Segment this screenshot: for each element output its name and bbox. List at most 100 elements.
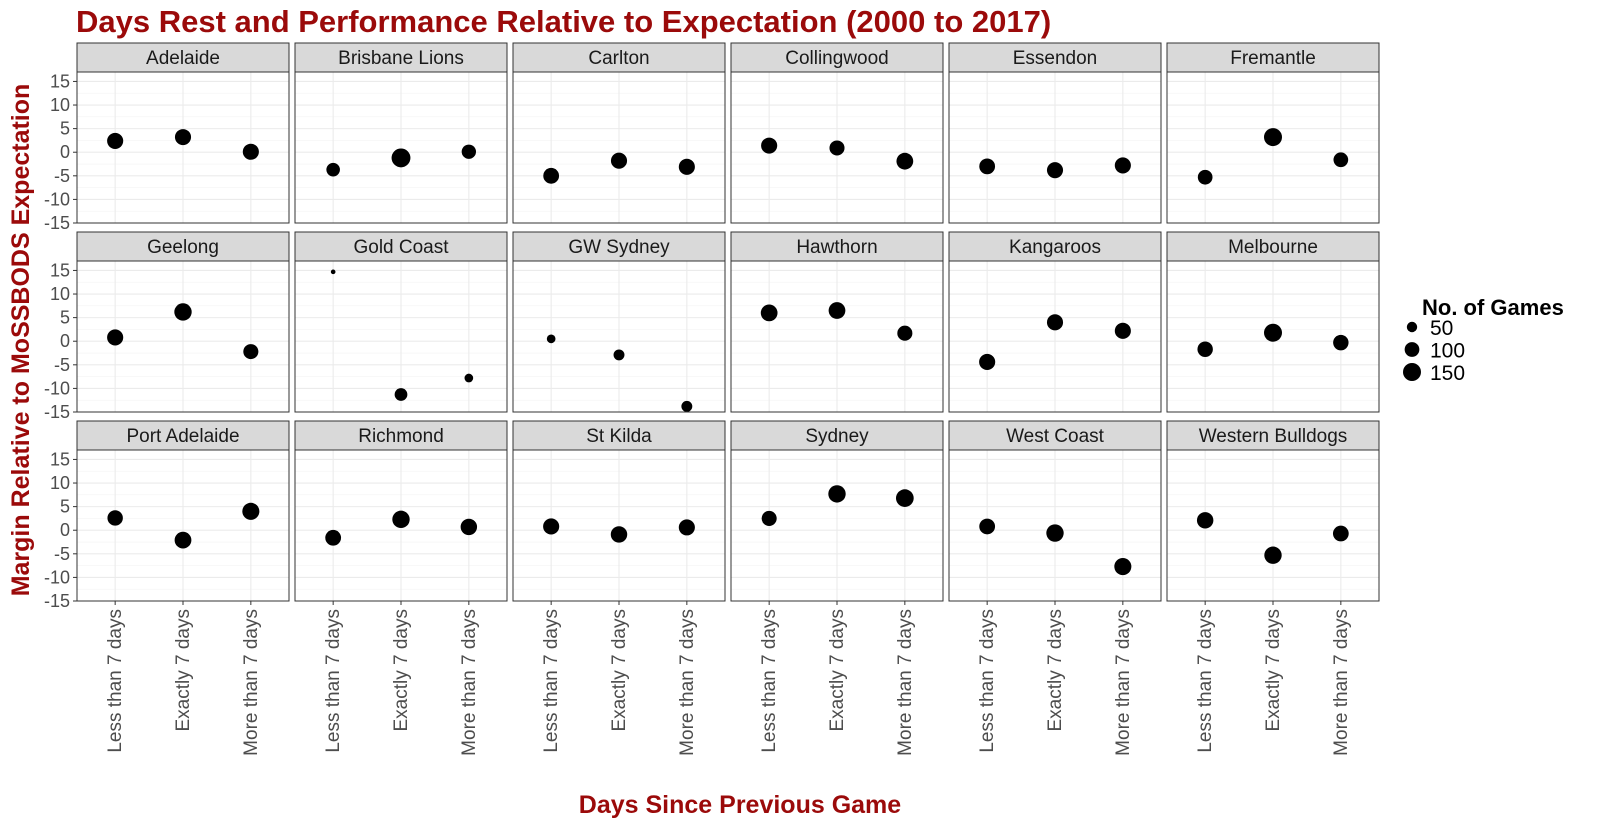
- legend-title: No. of Games: [1422, 295, 1564, 320]
- strip-background: [730, 42, 944, 73]
- x-tick-label: Less than 7 days: [323, 609, 344, 753]
- data-point-fremantle-3: [1333, 152, 1349, 168]
- y-axis-title: Margin Relative to MoSSBODS Expectation: [7, 84, 35, 597]
- panel-border: [512, 260, 726, 413]
- x-tick-label: More than 7 days: [677, 609, 698, 756]
- data-point-sydney-3: [895, 489, 914, 507]
- y-tick-label: -15: [44, 591, 70, 611]
- y-tick-label: 0: [60, 142, 70, 162]
- strip-background: [1166, 420, 1380, 451]
- x-tick-label: Less than 7 days: [977, 609, 998, 753]
- data-point-port-adelaide-2: [174, 531, 192, 549]
- x-tick-label: Exactly 7 days: [391, 609, 412, 732]
- data-point-melbourne-2: [1264, 323, 1282, 342]
- legend-key-100: [1404, 342, 1420, 357]
- data-point-richmond-1: [325, 529, 342, 546]
- legend-label: 150: [1430, 362, 1465, 385]
- strip-label: Fremantle: [1230, 48, 1316, 69]
- data-point-melbourne-3: [1333, 334, 1349, 351]
- x-tick-label: Exactly 7 days: [1045, 609, 1066, 732]
- data-point-essendon-2: [1046, 162, 1064, 179]
- strip-background: [730, 420, 944, 451]
- y-tick-label: 0: [60, 520, 70, 540]
- data-point-carlton-3: [678, 158, 695, 175]
- panel-brisbane-lions: Brisbane Lions: [294, 42, 508, 224]
- x-tick-label: Less than 7 days: [541, 609, 562, 753]
- x-tick-label: More than 7 days: [459, 609, 480, 756]
- panel-border: [948, 71, 1162, 224]
- panel-border: [294, 71, 508, 224]
- data-point-hawthorn-2: [828, 302, 846, 319]
- strip-label: Brisbane Lions: [338, 48, 464, 69]
- strip-label: Richmond: [358, 426, 444, 447]
- data-point-collingwood-3: [896, 152, 914, 170]
- x-tick-label: Exactly 7 days: [609, 609, 630, 732]
- data-point-essendon-1: [979, 158, 996, 175]
- data-point-port-adelaide-1: [107, 510, 123, 526]
- data-point-gw-sydney-3: [681, 400, 693, 412]
- panel-fremantle: Fremantle: [1166, 42, 1380, 224]
- facet-panels: Adelaide -15 -10 -5 0 5 10 15 Brisbane Lions Carl…: [44, 42, 1380, 756]
- panel-border: [730, 71, 944, 224]
- strip-label: Carlton: [588, 48, 649, 69]
- strip-background: [76, 42, 290, 73]
- strip-label: Geelong: [147, 237, 219, 258]
- panel-collingwood: Collingwood: [730, 42, 944, 224]
- data-point-gw-sydney-1: [546, 334, 556, 344]
- data-point-western-bulldogs-3: [1332, 525, 1349, 542]
- data-point-hawthorn-1: [760, 304, 778, 322]
- x-tick-label: More than 7 days: [241, 609, 262, 756]
- strip-label: West Coast: [1006, 426, 1105, 447]
- panel-western-bulldogs: Western Bulldogs: [1166, 420, 1380, 602]
- data-point-west-coast-1: [979, 518, 996, 535]
- strip-label: Essendon: [1013, 48, 1098, 69]
- panel-border: [730, 260, 944, 413]
- strip-background: [948, 420, 1162, 451]
- y-tick-label: 10: [50, 95, 70, 115]
- strip-background: [294, 42, 508, 73]
- data-point-gw-sydney-2: [613, 349, 625, 361]
- strip-background: [1166, 231, 1380, 262]
- data-point-west-coast-2: [1046, 524, 1064, 542]
- data-point-carlton-1: [543, 167, 560, 184]
- panel-border: [76, 71, 290, 224]
- y-tick-label: -5: [54, 355, 70, 375]
- y-tick-label: -5: [54, 544, 70, 564]
- y-tick-label: -10: [44, 567, 70, 587]
- strip-label: Melbourne: [1228, 237, 1318, 258]
- strip-label: GW Sydney: [568, 237, 670, 258]
- data-point-carlton-2: [610, 152, 628, 169]
- data-point-hawthorn-3: [897, 325, 913, 341]
- strip-background: [76, 231, 290, 262]
- y-tick-label: 5: [60, 119, 70, 139]
- x-tick-label: Less than 7 days: [759, 609, 780, 753]
- panel-richmond: Richmond: [294, 420, 508, 602]
- data-point-brisbane-lions-1: [326, 162, 340, 177]
- y-tick-label: -10: [44, 189, 70, 209]
- strip-label: Port Adelaide: [126, 426, 239, 447]
- panel-border: [1166, 71, 1380, 224]
- panel-border: [294, 260, 508, 413]
- data-point-richmond-2: [392, 510, 410, 529]
- y-tick-label: -15: [44, 402, 70, 422]
- legend-key-150: [1403, 363, 1421, 381]
- y-tick-label: 15: [50, 71, 70, 91]
- x-tick-label: Less than 7 days: [105, 609, 126, 753]
- data-point-brisbane-lions-3: [461, 144, 477, 159]
- strip-background: [512, 420, 726, 451]
- panel-geelong: Geelong: [76, 231, 290, 413]
- strip-background: [512, 42, 726, 73]
- panel-border: [948, 260, 1162, 413]
- strip-label: Western Bulldogs: [1199, 426, 1348, 447]
- data-point-adelaide-2: [174, 129, 192, 146]
- data-point-fremantle-2: [1264, 128, 1282, 147]
- y-tick-label: 10: [50, 284, 70, 304]
- legend-label: 50: [1430, 317, 1453, 340]
- y-tick-label: -15: [44, 213, 70, 233]
- data-point-sydney-2: [828, 485, 846, 503]
- strip-background: [730, 231, 944, 262]
- panel-essendon: Essendon: [948, 42, 1162, 224]
